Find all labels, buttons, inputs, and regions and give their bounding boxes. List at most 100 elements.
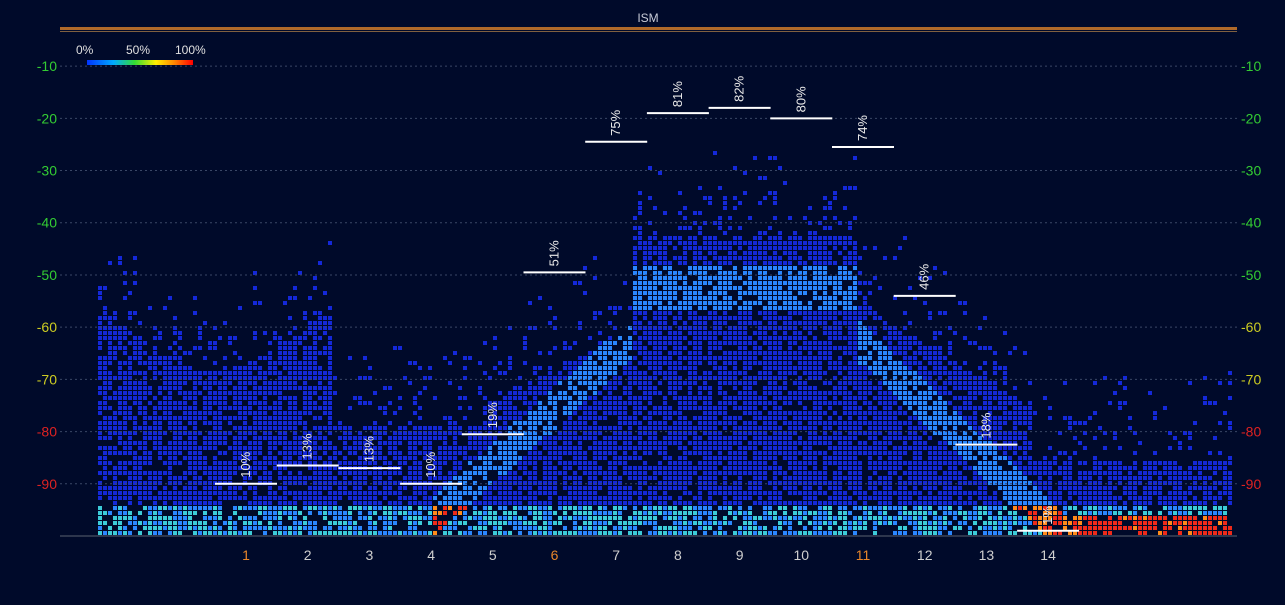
heatmap-cell: [813, 451, 817, 455]
heatmap-cell: [723, 271, 727, 275]
heatmap-cell: [713, 471, 717, 475]
heatmap-cell: [288, 506, 292, 510]
heatmap-cell: [823, 371, 827, 375]
heatmap-cell: [773, 296, 777, 300]
heatmap-cell: [318, 436, 322, 440]
heatmap-cell: [783, 296, 787, 300]
heatmap-cell: [418, 391, 422, 395]
heatmap-cell: [653, 291, 657, 295]
heatmap-cell: [133, 311, 137, 315]
heatmap-cell: [518, 411, 522, 415]
heatmap-cell: [453, 461, 457, 465]
heatmap-cell: [598, 456, 602, 460]
heatmap-cell: [693, 396, 697, 400]
heatmap-cell: [628, 326, 632, 330]
heatmap-cell: [528, 476, 532, 480]
heatmap-cell: [668, 516, 672, 520]
heatmap-cell: [173, 426, 177, 430]
heatmap-cell: [543, 516, 547, 520]
heatmap-cell: [288, 531, 292, 535]
heatmap-cell: [438, 451, 442, 455]
heatmap-cell: [753, 246, 757, 250]
heatmap-cell: [213, 391, 217, 395]
heatmap-cell: [583, 471, 587, 475]
heatmap-cell: [673, 391, 677, 395]
heatmap-cell: [678, 306, 682, 310]
heatmap-cell: [728, 456, 732, 460]
heatmap-cell: [648, 446, 652, 450]
heatmap-cell: [373, 481, 377, 485]
heatmap-cell: [823, 291, 827, 295]
heatmap-cell: [653, 411, 657, 415]
heatmap-cell: [208, 376, 212, 380]
heatmap-cell: [648, 291, 652, 295]
heatmap-cell: [793, 381, 797, 385]
heatmap-cell: [413, 431, 417, 435]
heatmap-cell: [223, 461, 227, 465]
heatmap-cell: [773, 251, 777, 255]
heatmap-cell: [683, 421, 687, 425]
heatmap-cell: [668, 281, 672, 285]
heatmap-cell: [168, 391, 172, 395]
heatmap-cell: [518, 426, 522, 430]
heatmap-cell: [293, 386, 297, 390]
heatmap-cell: [823, 206, 827, 210]
heatmap-cell: [533, 511, 537, 515]
heatmap-cell: [783, 451, 787, 455]
heatmap-cell: [353, 496, 357, 500]
heatmap-cell: [683, 506, 687, 510]
heatmap-cell: [313, 366, 317, 370]
heatmap-cell: [183, 426, 187, 430]
heatmap-cell: [658, 496, 662, 500]
heatmap-cell: [213, 376, 217, 380]
heatmap-cell: [508, 486, 512, 490]
heatmap-cell: [493, 496, 497, 500]
heatmap-cell: [803, 441, 807, 445]
heatmap-cell: [303, 361, 307, 365]
heatmap-cell: [833, 216, 837, 220]
heatmap-cell: [793, 471, 797, 475]
heatmap-cell: [438, 521, 442, 525]
heatmap-cell: [693, 366, 697, 370]
heatmap-cell: [733, 441, 737, 445]
heatmap-cell: [308, 436, 312, 440]
heatmap-cell: [623, 446, 627, 450]
heatmap-cell: [233, 336, 237, 340]
heatmap-cell: [238, 396, 242, 400]
heatmap-cell: [823, 326, 827, 330]
heatmap-cell: [608, 481, 612, 485]
heatmap-cell: [588, 361, 592, 365]
heatmap-cell: [428, 431, 432, 435]
heatmap-cell: [768, 451, 772, 455]
heatmap-cell: [278, 461, 282, 465]
heatmap-cell: [513, 516, 517, 520]
heatmap-cell: [498, 361, 502, 365]
heatmap-cell: [488, 501, 492, 505]
heatmap-cell: [413, 396, 417, 400]
heatmap-cell: [783, 241, 787, 245]
heatmap-cell: [133, 466, 137, 470]
heatmap-cell: [163, 396, 167, 400]
heatmap-cell: [808, 241, 812, 245]
heatmap-cell: [738, 471, 742, 475]
heatmap-cell: [793, 431, 797, 435]
heatmap-cell: [773, 401, 777, 405]
heatmap-cell: [598, 531, 602, 535]
heatmap-cell: [458, 446, 462, 450]
heatmap-cell: [733, 436, 737, 440]
heatmap-cell: [368, 526, 372, 530]
heatmap-cell: [268, 421, 272, 425]
heatmap-cell: [623, 416, 627, 420]
heatmap-cell: [413, 501, 417, 505]
heatmap-cell: [278, 356, 282, 360]
heatmap-cell: [678, 261, 682, 265]
heatmap-cell: [248, 411, 252, 415]
heatmap-cell: [153, 471, 157, 475]
heatmap-cell: [638, 501, 642, 505]
heatmap-cell: [478, 426, 482, 430]
heatmap-cell: [643, 441, 647, 445]
heatmap-cell: [823, 311, 827, 315]
heatmap-cell: [263, 401, 267, 405]
heatmap-cell: [508, 476, 512, 480]
heatmap-cell: [723, 531, 727, 535]
